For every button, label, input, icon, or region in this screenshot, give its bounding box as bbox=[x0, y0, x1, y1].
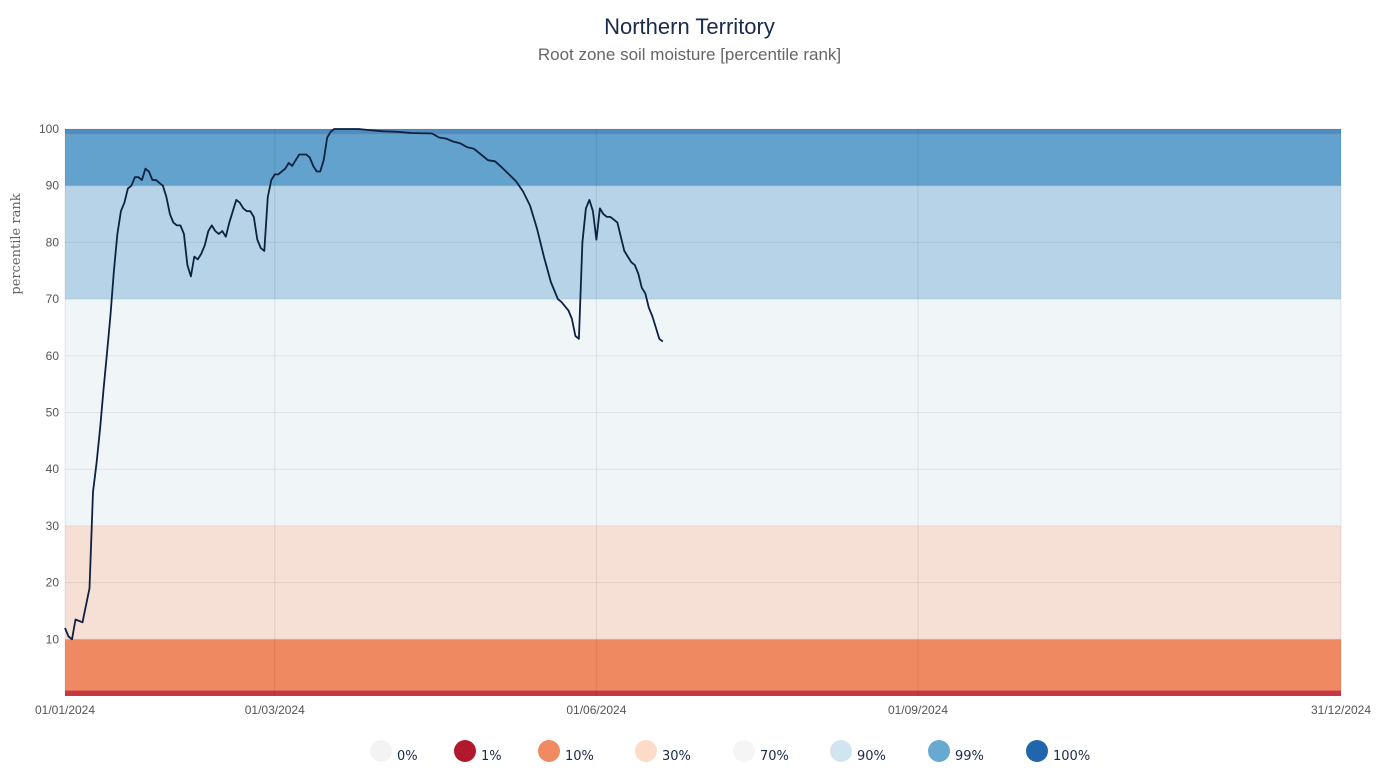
band-90-99 bbox=[65, 134, 1341, 186]
y-axis-label: percentile rank bbox=[9, 193, 24, 294]
y-tick-label: 80 bbox=[46, 235, 60, 249]
band-10-30 bbox=[65, 525, 1341, 640]
y-tick-label: 100 bbox=[39, 122, 59, 136]
legend-swatch bbox=[1026, 740, 1048, 762]
y-tick-label: 60 bbox=[46, 349, 60, 363]
x-tick-label: 01/09/2024 bbox=[888, 703, 948, 717]
legend-label: 0% bbox=[397, 749, 418, 764]
legend-label: 30% bbox=[662, 749, 691, 764]
legend: 0% 1% 10% 30% 70% 90% 99% 100% bbox=[0, 736, 1379, 770]
legend-swatch bbox=[830, 740, 852, 762]
band-30-70 bbox=[65, 299, 1341, 526]
legend-swatch bbox=[928, 740, 950, 762]
band-0-1 bbox=[65, 690, 1341, 696]
line-layer bbox=[64, 128, 664, 641]
legend-label: 90% bbox=[857, 749, 886, 764]
band-70-90 bbox=[65, 185, 1341, 300]
legend-label: 10% bbox=[565, 749, 594, 764]
legend-swatch bbox=[454, 740, 476, 762]
legend-label: 70% bbox=[760, 749, 789, 764]
legend-swatch bbox=[538, 740, 560, 762]
legend-swatch bbox=[733, 740, 755, 762]
series-line-0 bbox=[64, 128, 664, 641]
x-tick-label: 01/03/2024 bbox=[245, 703, 305, 717]
y-tick-label: 90 bbox=[46, 179, 60, 193]
band-1-10 bbox=[65, 639, 1341, 691]
y-tick-label: 30 bbox=[46, 519, 60, 533]
x-tick-label: 31/12/2024 bbox=[1311, 703, 1371, 717]
x-tick-label: 01/01/2024 bbox=[35, 703, 95, 717]
legend-label: 99% bbox=[955, 749, 984, 764]
chart-title: Northern Territory bbox=[604, 14, 775, 39]
chart-svg: 10 20 30 40 50 60 70 80 90 100 01/01/2024 01/03/20… bbox=[9, 122, 1371, 717]
chart-subtitle: Root zone soil moisture [percentile rank… bbox=[537, 45, 842, 64]
y-tick-label: 40 bbox=[46, 462, 60, 476]
y-tick-label: 20 bbox=[46, 576, 60, 590]
legend-label: 100% bbox=[1053, 749, 1091, 764]
legend-swatch bbox=[635, 740, 657, 762]
y-tick-label: 10 bbox=[46, 632, 60, 646]
x-tick-label: 01/06/2024 bbox=[566, 703, 626, 717]
x-axis: 01/01/2024 01/03/2024 01/06/2024 01/09/2024… bbox=[35, 703, 1371, 717]
bands-layer bbox=[65, 129, 1341, 696]
y-tick-label: 50 bbox=[46, 406, 60, 420]
y-axis: 10 20 30 40 50 60 70 80 90 100 bbox=[39, 122, 59, 646]
legend-swatch bbox=[370, 740, 392, 762]
legend-label: 1% bbox=[481, 749, 502, 764]
grid-layer bbox=[64, 128, 1342, 696]
band-99-100 bbox=[65, 129, 1341, 135]
y-tick-label: 70 bbox=[46, 292, 60, 306]
